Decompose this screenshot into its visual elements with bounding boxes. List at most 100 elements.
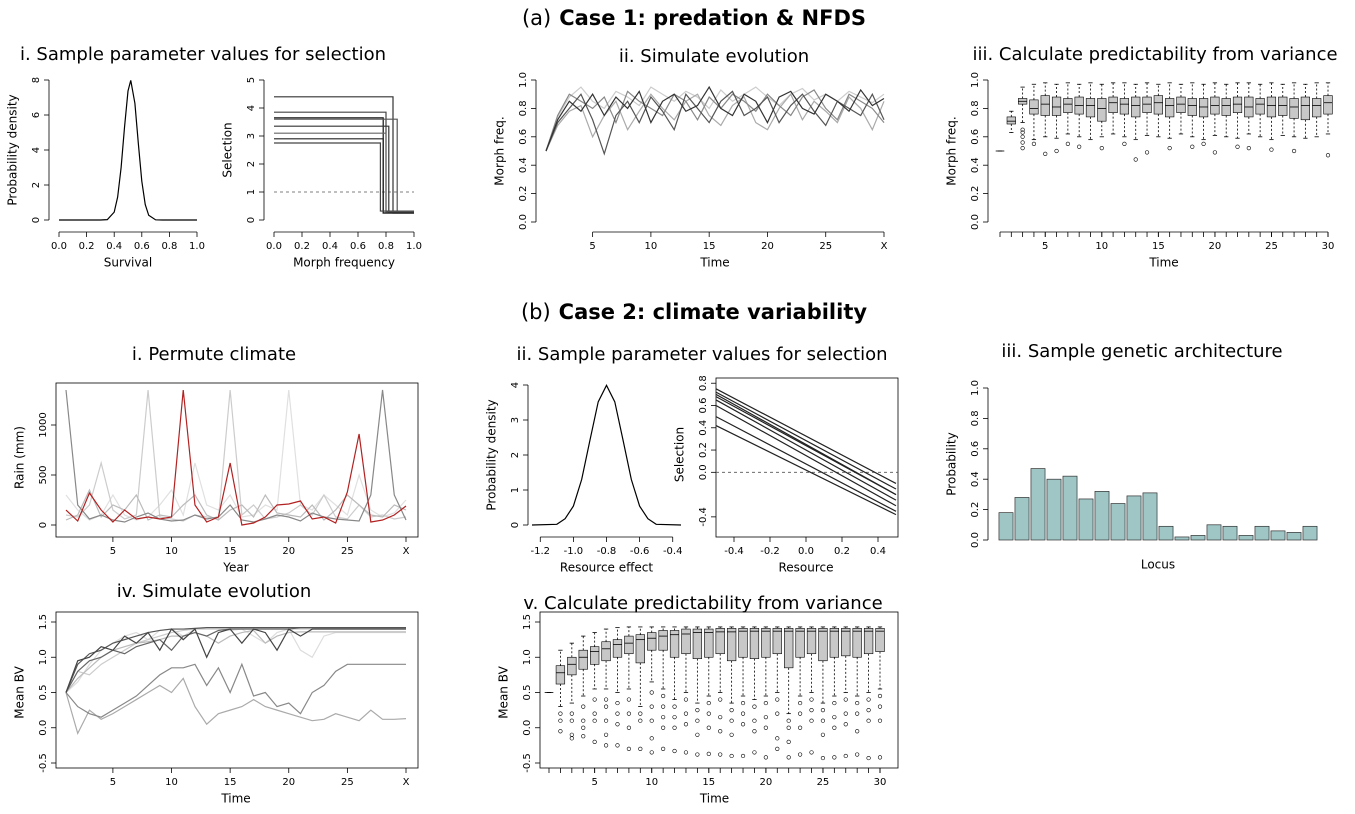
series-line — [715, 388, 897, 484]
x-axis-label: Resource effect — [560, 561, 653, 575]
plot-frame — [715, 377, 899, 538]
outlier — [592, 718, 597, 723]
y-tick-label: 0.4 — [698, 420, 709, 436]
outlier — [661, 725, 666, 730]
x-tick-label: 0.2 — [79, 241, 95, 252]
x-tick-label: 0.4 — [870, 546, 886, 557]
x-tick-label: 5 — [110, 777, 116, 788]
panel-title: ii. Sample parameter values for selectio… — [516, 344, 887, 365]
x-tick-label: 0.4 — [106, 241, 122, 252]
bar — [1110, 503, 1126, 541]
x-axis-label: Time — [1148, 256, 1178, 270]
y-tick-label: 5 — [246, 77, 257, 83]
box — [875, 628, 885, 652]
x-tick-label: 5 — [589, 241, 595, 252]
x-tick-label: 25 — [341, 777, 354, 788]
panel-title: i. Permute climate — [132, 344, 296, 365]
outlier — [786, 725, 791, 730]
outlier — [752, 750, 757, 755]
x-tick-label: -0.6 — [630, 546, 650, 557]
outlier — [649, 704, 654, 709]
series-line — [531, 384, 682, 526]
y-tick-label: 0.2 — [698, 442, 709, 458]
y-tick-label: 4 — [510, 382, 521, 388]
bar — [1190, 535, 1206, 541]
x-tick-label: 15 — [1152, 241, 1165, 252]
box — [1300, 96, 1310, 121]
outlier — [855, 700, 860, 706]
outlier — [855, 711, 860, 716]
y-tick-label: 1.5 — [522, 614, 533, 630]
box — [715, 628, 725, 655]
outlier — [1201, 141, 1206, 146]
outlier — [1246, 146, 1251, 151]
y-axis-label: Morph freq. — [945, 116, 959, 185]
x-tick-label: 1.0 — [406, 241, 422, 252]
y-tick-label: -0.5 — [38, 753, 49, 773]
x-tick-label: 5 — [1042, 241, 1048, 252]
y-tick-label: 0.0 — [518, 214, 529, 230]
outlier — [569, 732, 574, 737]
outlier — [695, 718, 700, 723]
bar — [1206, 524, 1222, 541]
outlier — [661, 704, 666, 709]
panel-title: iv. Simulate evolution — [117, 581, 312, 602]
outlier — [706, 751, 711, 756]
bar — [1158, 525, 1174, 541]
outlier — [798, 725, 803, 730]
plot-frame — [55, 611, 419, 769]
y-tick-label: 0 — [246, 217, 257, 223]
outlier — [1020, 130, 1025, 135]
outlier — [592, 697, 597, 702]
outlier — [615, 700, 620, 706]
outlier — [638, 746, 643, 752]
outlier — [763, 755, 768, 760]
series-line — [715, 391, 897, 490]
outlier — [581, 725, 586, 730]
bar — [1126, 495, 1142, 541]
box — [1232, 96, 1243, 113]
outlier — [843, 711, 848, 716]
box — [555, 665, 566, 685]
box — [658, 630, 668, 651]
x-tick-label: 0.0 — [798, 546, 814, 557]
outlier — [603, 704, 609, 709]
y-axis-label: Mean BV — [13, 665, 27, 718]
outlier — [877, 704, 883, 709]
plot-frame — [55, 382, 419, 538]
box — [772, 628, 782, 655]
panel-title: ii. Simulate evolution — [619, 46, 809, 67]
x-tick-label: 0.6 — [134, 241, 150, 252]
x-tick-label: 10 — [1095, 241, 1108, 252]
outlier — [1020, 134, 1025, 139]
x-tick-label: 0.8 — [378, 241, 394, 252]
y-tick-label: 2 — [510, 452, 521, 458]
outlier — [832, 700, 837, 706]
outlier — [706, 725, 711, 730]
outlier — [1020, 146, 1025, 151]
outlier — [695, 752, 700, 757]
y-tick-label: 0.8 — [518, 100, 529, 116]
x-tick-label: 15 — [703, 241, 716, 252]
outlier — [1212, 150, 1217, 155]
outlier — [763, 715, 768, 720]
y-tick-label: 0.4 — [970, 471, 981, 487]
y-tick-label: 0.0 — [38, 720, 49, 736]
outlier — [1099, 146, 1104, 151]
outlier — [855, 729, 860, 734]
x-axis-label: Time — [699, 256, 729, 270]
y-tick-label: 0.2 — [518, 186, 529, 202]
series-line — [65, 628, 406, 693]
y-tick-label: 500 — [38, 465, 49, 484]
bar — [1142, 492, 1158, 541]
series-line — [715, 399, 897, 501]
outlier — [775, 746, 780, 752]
bar — [998, 512, 1014, 541]
y-tick-label: 0.5 — [38, 685, 49, 701]
x-tick-label: 10 — [645, 777, 658, 788]
series-line — [545, 85, 885, 152]
y-tick-label: 0.2 — [970, 502, 981, 518]
y-tick-label: 1.5 — [38, 614, 49, 630]
outlier — [626, 697, 631, 702]
